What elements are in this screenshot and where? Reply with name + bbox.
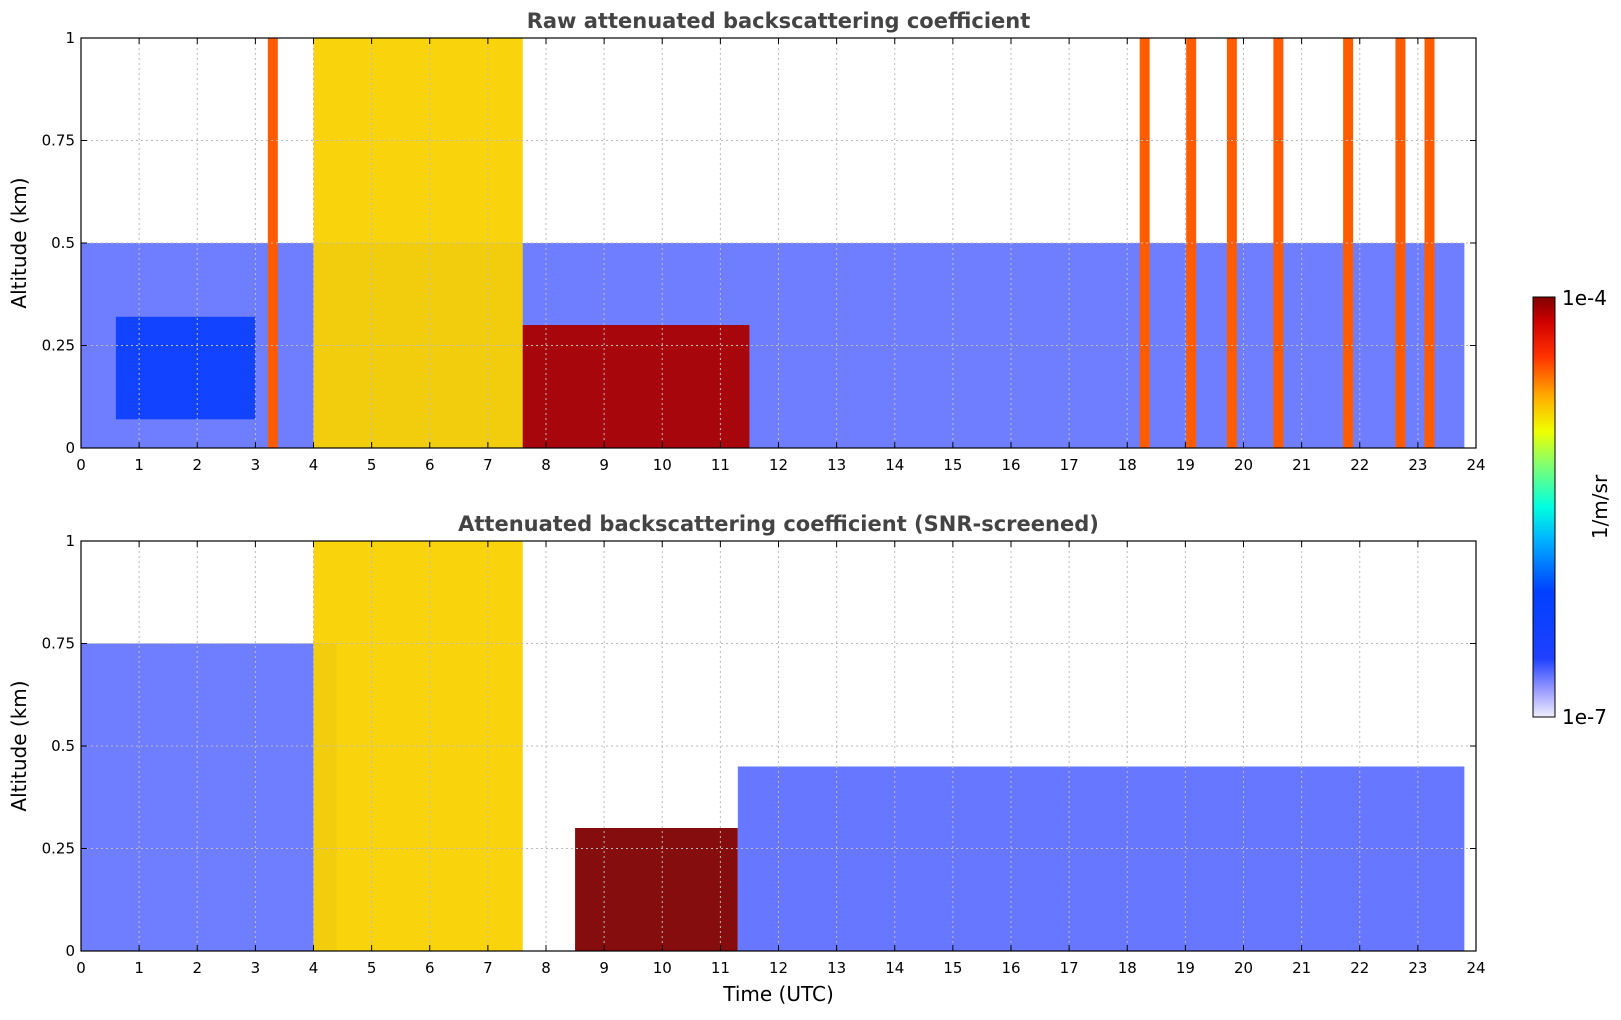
x-tick-label: 1 [134,959,144,977]
x-tick-label: 20 [1234,959,1253,977]
colorbar-gradient [1532,296,1556,718]
precip-column-4 [1273,38,1284,448]
x-tick-label: 6 [425,456,435,474]
x-tick-label: 14 [885,456,904,474]
colorbar-unit-label: 1/m/sr [1588,474,1612,539]
x-tick-label: 4 [309,456,319,474]
panel-title: Attenuated backscattering coefficient (S… [458,512,1099,536]
x-tick-label: 8 [541,456,551,474]
x-tick-label: 2 [192,456,202,474]
x-tick-label: 0 [76,959,86,977]
x-tick-label: 12 [769,456,788,474]
x-tick-label: 18 [1118,959,1137,977]
x-tick-label: 5 [367,959,377,977]
x-tick-label: 24 [1466,959,1485,977]
x-tick-label: 9 [599,959,609,977]
x-tick-label: 10 [653,456,672,474]
colorbar-max-label: 1e-4 [1562,286,1607,310]
x-tick-label: 13 [827,959,846,977]
x-tick-label: 3 [251,959,261,977]
x-tick-label: 2 [192,959,202,977]
x-tick-label: 11 [711,959,730,977]
colorbar: 1e-4 1e-7 1/m/sr [1532,286,1612,729]
feature-dense-cloud-layer [522,325,750,448]
x-tick-label: 8 [541,959,551,977]
x-tick-label: 23 [1408,959,1427,977]
precip-column-7 [1424,38,1435,448]
y-axis-label: Altitude (km) [7,177,31,308]
x-tick-label: 7 [483,959,493,977]
y-tick-label: 0.5 [51,737,75,755]
x-tick-label: 15 [943,456,962,474]
y-tick-label: 0.75 [42,132,75,150]
x-tick-label: 24 [1466,456,1485,474]
x-tick-label: 22 [1350,456,1369,474]
x-tick-label: 16 [1001,456,1020,474]
panel-snr-screened: 0 1 2 3 4 5 6 7 8 9 10 11 12 13 14 15 16 17 18 19 20 21 22 23 24… [7,512,1486,1006]
feature-saturated-cloud-base [575,828,738,951]
x-tick-label: 5 [367,456,377,474]
x-tick-label: 22 [1350,959,1369,977]
x-tick-label: 11 [711,456,730,474]
backscatter-field [81,541,1465,951]
precip-column-6 [1395,38,1406,448]
feature-aerosol-patch [115,316,256,420]
x-tick-label: 21 [1292,959,1311,977]
x-tick-label: 0 [76,456,86,474]
panel-title: Raw attenuated backscattering coefficien… [527,9,1031,33]
x-tick-label: 6 [425,959,435,977]
y-tick-label: 1 [65,532,75,550]
y-tick-label: 0 [65,942,75,960]
precip-column-5 [1343,38,1354,448]
colorbar-min-label: 1e-7 [1562,705,1607,729]
y-tick-label: 0 [65,439,75,457]
x-tick-label: 4 [309,959,319,977]
x-tick-label: 3 [251,456,261,474]
x-tick-label: 9 [599,456,609,474]
panel-raw: 0 1 2 3 4 5 6 7 8 9 10 11 12 13 14 15 16 17 18 19 20 21 22 23 24… [7,9,1486,474]
x-tick-label: 15 [943,959,962,977]
x-tick-label: 19 [1176,456,1195,474]
x-tick-label: 16 [1001,959,1020,977]
x-tick-label: 17 [1060,959,1079,977]
y-axis-label: Altitude (km) [7,680,31,811]
y-tick-label: 0.5 [51,234,75,252]
x-tick-label: 19 [1176,959,1195,977]
x-tick-label: 23 [1408,456,1427,474]
x-tick-label: 18 [1118,456,1137,474]
y-tick-label: 0.75 [42,635,75,653]
x-tick-label: 7 [483,456,493,474]
feature-boundary-layer-screened- [737,766,1465,951]
x-tick-label: 17 [1060,456,1079,474]
x-tick-label: 1 [134,456,144,474]
x-tick-label: 20 [1234,456,1253,474]
x-tick-label: 13 [827,456,846,474]
y-tick-label: 0.25 [42,840,75,858]
x-tick-label: 21 [1292,456,1311,474]
feature-boundary-layer-screened- [81,643,337,951]
y-tick-label: 0.25 [42,337,75,355]
y-tick-label: 1 [65,29,75,47]
x-tick-label: 14 [885,959,904,977]
x-tick-label: 10 [653,959,672,977]
x-tick-label: 12 [769,959,788,977]
x-axis-label: Time (UTC) [722,982,834,1006]
precip-column-1 [1139,38,1150,448]
